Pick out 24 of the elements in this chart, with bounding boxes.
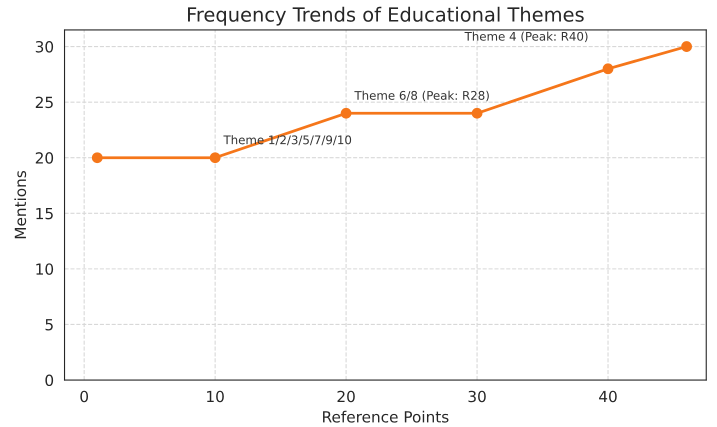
x-tick-label: 10 [207, 390, 224, 402]
point [92, 152, 103, 164]
point [472, 108, 482, 119]
x-tick-label: 0 [80, 390, 88, 402]
y-tick-label: 10 [36, 263, 54, 275]
chart-title: Frequency Trends of Educational Themes [188, 6, 584, 26]
annotation: Theme 1/2/3/5/7/9/10 [223, 135, 352, 146]
x-tick-label: 30 [468, 390, 486, 402]
x-tick-label: 40 [599, 390, 617, 402]
x-tick-label: 20 [338, 390, 355, 402]
y-tick-label: 15 [36, 208, 53, 220]
point [602, 63, 614, 74]
y-axis-title: Mentions [14, 170, 26, 238]
annotation: Theme 6/8 (Peak: R28) [354, 90, 489, 102]
point [681, 41, 692, 52]
y-tick-label: 25 [36, 96, 53, 108]
point [210, 152, 221, 164]
y-tick-label: 30 [36, 41, 54, 53]
point [340, 108, 352, 119]
y-tick-label: 5 [46, 319, 53, 330]
y-tick-label: 20 [36, 152, 54, 164]
x-axis-title: Reference Points [323, 410, 448, 423]
y-tick-label: 0 [45, 374, 54, 386]
annotation: Theme 4 (Peak: R40) [464, 32, 588, 42]
